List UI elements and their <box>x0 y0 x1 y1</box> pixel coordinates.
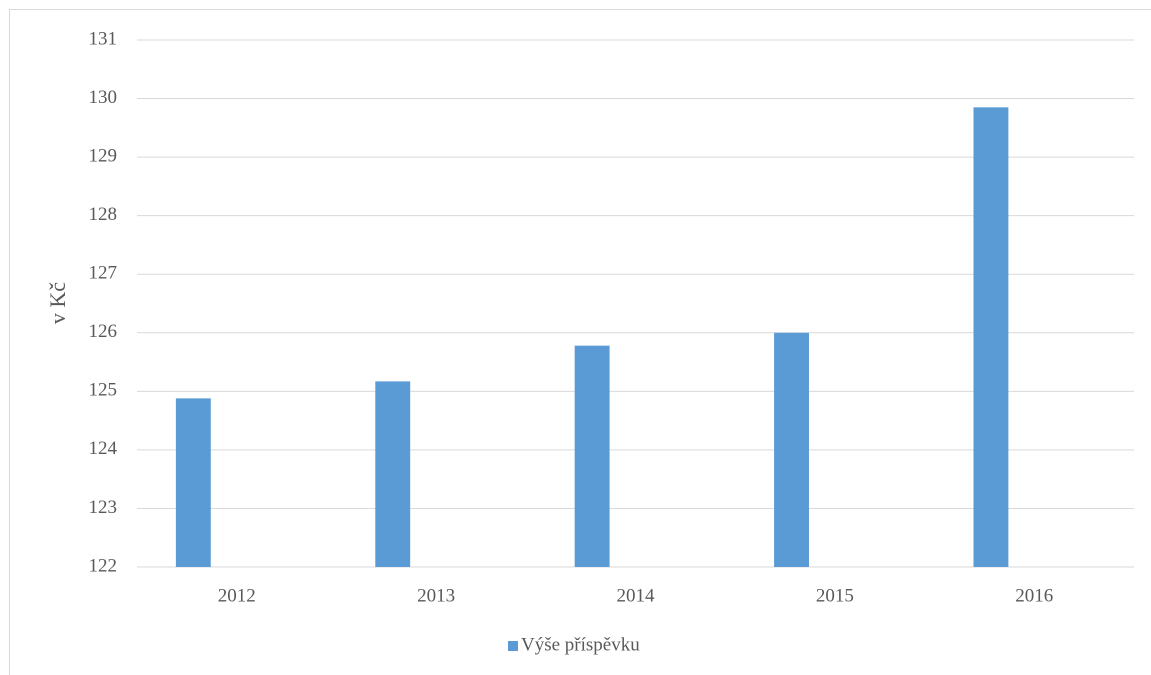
legend-label: Výše příspěvku <box>521 634 640 655</box>
y-tick-label: 128 <box>89 204 118 225</box>
y-tick-label: 130 <box>89 87 118 108</box>
bar <box>574 345 610 567</box>
y-tick-label: 129 <box>89 145 118 166</box>
y-tick-label: 125 <box>89 380 118 401</box>
y-tick-label: 122 <box>89 555 118 576</box>
x-tick-label: 2016 <box>1015 585 1053 606</box>
y-tick-label: 124 <box>89 438 118 459</box>
y-tick-label: 131 <box>89 28 118 49</box>
bar <box>973 107 1009 567</box>
x-tick-label: 2012 <box>218 585 256 606</box>
x-tick-label: 2015 <box>816 585 854 606</box>
x-tick-label: 2013 <box>417 585 455 606</box>
bar <box>774 332 809 567</box>
y-tick-label: 123 <box>89 497 118 518</box>
y-tick-label: 127 <box>89 263 118 284</box>
bar <box>375 381 411 567</box>
y-tick-label: 126 <box>89 321 118 342</box>
chart-border <box>9 9 1151 675</box>
y-axis-label: v Kč <box>45 282 70 324</box>
legend-swatch <box>508 641 518 651</box>
bar <box>175 398 211 567</box>
x-tick-label: 2014 <box>617 585 656 606</box>
